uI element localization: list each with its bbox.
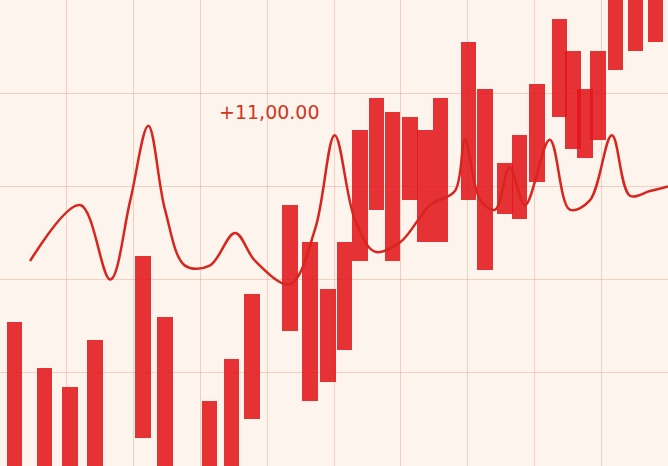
svg-text:+11,00.00: +11,00.00 <box>219 101 320 123</box>
